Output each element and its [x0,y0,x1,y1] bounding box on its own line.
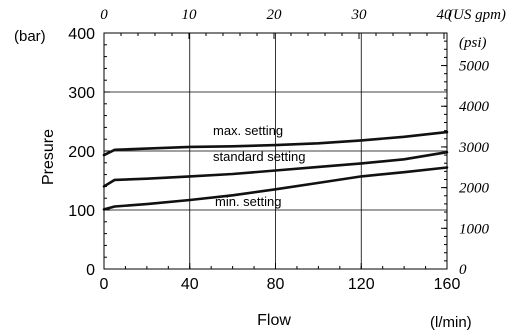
right-tick-label: 0 [459,262,467,278]
top-axis-unit-label: (US gpm) [448,7,506,23]
right-tick-label: 1000 [459,221,490,237]
x-tick-label: 160 [434,276,461,293]
y-tick-label: 300 [68,85,95,102]
tick-marks [103,32,448,270]
x-unit-label: (l/min) [430,314,472,331]
series-line-standard [102,150,449,188]
series-line-min [102,166,449,211]
top-tick-label: 10 [182,7,198,23]
x-tick-label: 120 [348,276,375,293]
series-label-standard: standard setting [213,149,306,164]
y-tick-label: 400 [68,26,95,43]
grid [104,33,447,269]
x-tick-label: 40 [181,276,199,293]
x-tick-label: 0 [100,276,109,293]
series-line-max [102,130,449,157]
series-lines [102,130,449,211]
x-tick-label: 80 [267,276,285,293]
right-tick-label: 3000 [458,140,490,156]
top-tick-label: 40 [437,7,453,23]
y-tick-label: 0 [86,262,95,279]
x-axis-title: Flow [257,312,291,329]
y-axis-title: Presure [40,129,57,185]
right-tick-label: 4000 [459,99,490,115]
top-tick-label: 20 [267,7,283,23]
series-label-min: min. setting [215,194,281,209]
series-label-max: max. setting [213,123,283,138]
y-unit-label: (bar) [14,28,46,45]
y-tick-label: 200 [68,144,95,161]
top-tick-label: 0 [100,7,108,23]
top-tick-label: 30 [351,7,368,23]
y-tick-label: 100 [68,203,95,220]
right-tick-label: 5000 [459,59,490,75]
right-tick-label: 2000 [459,181,490,197]
right-axis-unit-label: (psi) [459,35,487,51]
